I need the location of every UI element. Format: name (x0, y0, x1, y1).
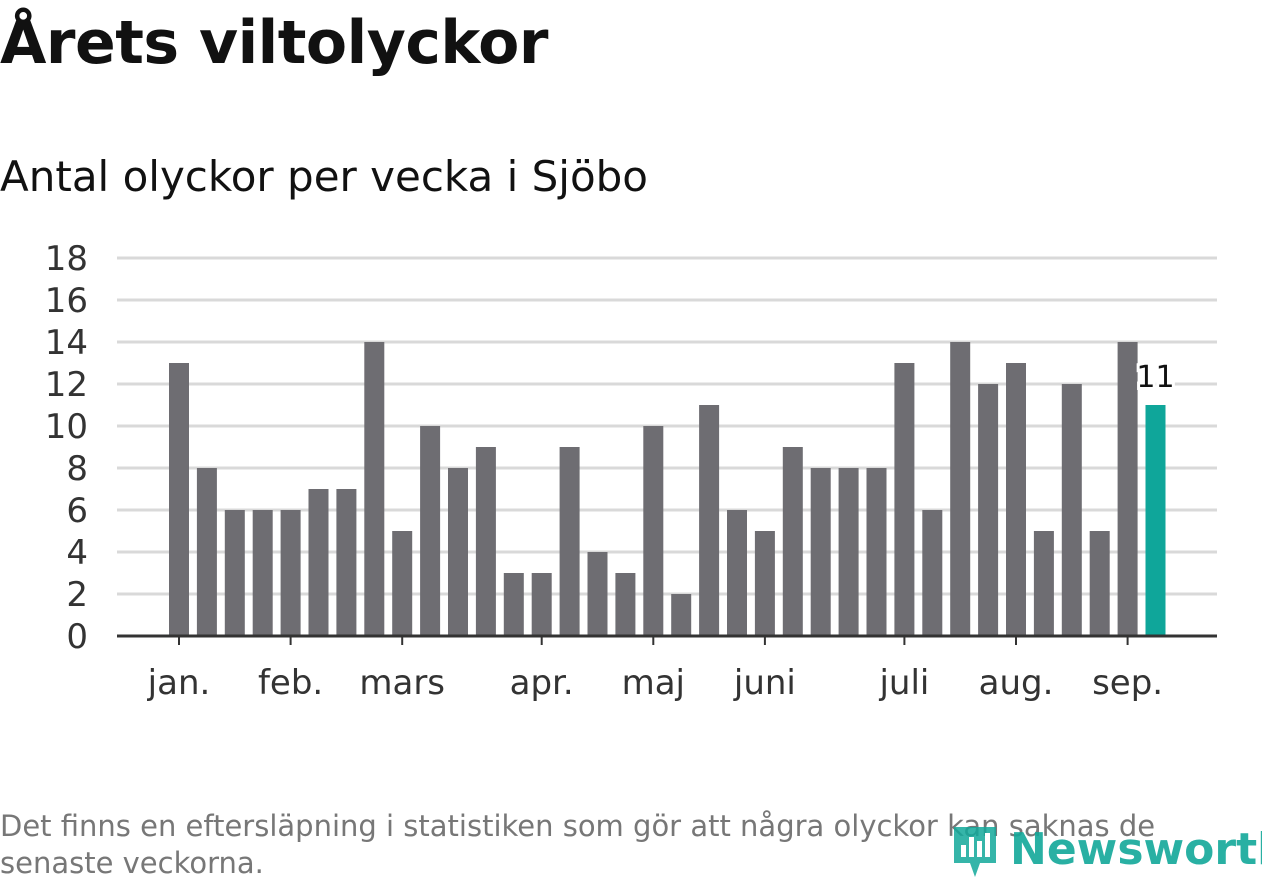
newsworthy-logo-icon (954, 827, 996, 877)
gridlines (117, 256, 1217, 596)
bar (420, 426, 441, 636)
bar (559, 447, 580, 636)
y-tick-label: 12 (45, 365, 88, 405)
x-tick-label: sep. (1092, 663, 1163, 703)
x-tick-label: feb. (258, 663, 323, 703)
bar (1061, 384, 1082, 636)
bar (503, 573, 524, 636)
bar (894, 363, 915, 636)
chart-title: Årets viltolyckor (0, 8, 549, 78)
bar (727, 510, 747, 636)
y-tick-label: 16 (45, 281, 88, 321)
bars (169, 342, 1166, 636)
bar (587, 552, 608, 636)
y-tick-label: 2 (66, 575, 88, 615)
x-tick-label: juli (878, 663, 929, 703)
chart-subtitle: Antal olyckor per vecka i Sjöbo (0, 152, 649, 201)
x-tick-label: maj (622, 663, 685, 703)
bar (866, 468, 887, 636)
bar (671, 594, 692, 636)
bar (280, 510, 301, 636)
bar (1033, 531, 1054, 636)
bar (308, 489, 329, 636)
bar-highlight (1145, 405, 1166, 636)
bar (699, 405, 720, 636)
bar (448, 468, 468, 636)
x-tick-label: apr. (510, 663, 574, 703)
bar (838, 468, 859, 636)
bar (252, 510, 273, 636)
bar (196, 468, 217, 636)
bar (754, 531, 775, 636)
bar (615, 573, 636, 636)
y-tick-label: 4 (66, 533, 88, 573)
bar (364, 342, 385, 636)
bar (1006, 363, 1026, 636)
newsworthy-logo-text: Newsworthy (1010, 823, 1262, 875)
footnote: Det finns en eftersläpning i statistiken… (0, 809, 1156, 880)
bar (531, 573, 552, 636)
y-tick-label: 14 (45, 323, 88, 363)
bar (978, 384, 999, 636)
y-tick-label: 0 (66, 617, 88, 657)
bar (1117, 342, 1138, 636)
x-tick-label: aug. (979, 663, 1054, 703)
y-tick-label: 6 (66, 491, 88, 531)
bar (922, 510, 943, 636)
bar (643, 426, 664, 636)
bar (810, 468, 831, 636)
highlight-value-label: 11 (1136, 360, 1174, 395)
bar (475, 447, 496, 636)
annotations: 11 (1133, 357, 1177, 398)
x-tick-label: jan. (147, 663, 211, 703)
bar (392, 531, 413, 636)
x-tick-label: mars (359, 663, 445, 703)
bar (1089, 531, 1110, 636)
newsworthy-logo: Newsworthy (950, 818, 1262, 880)
x-axis-ticks: jan. feb. mars apr. maj juni juli aug. sep. (147, 636, 1163, 703)
bar (782, 447, 803, 636)
bar (224, 510, 245, 636)
y-tick-label: 18 (45, 239, 88, 279)
y-tick-label: 10 (45, 407, 88, 447)
bar (950, 342, 971, 636)
bar (336, 489, 357, 636)
bar (169, 363, 189, 636)
y-tick-label: 8 (66, 449, 88, 489)
x-tick-label: juni (733, 663, 796, 703)
